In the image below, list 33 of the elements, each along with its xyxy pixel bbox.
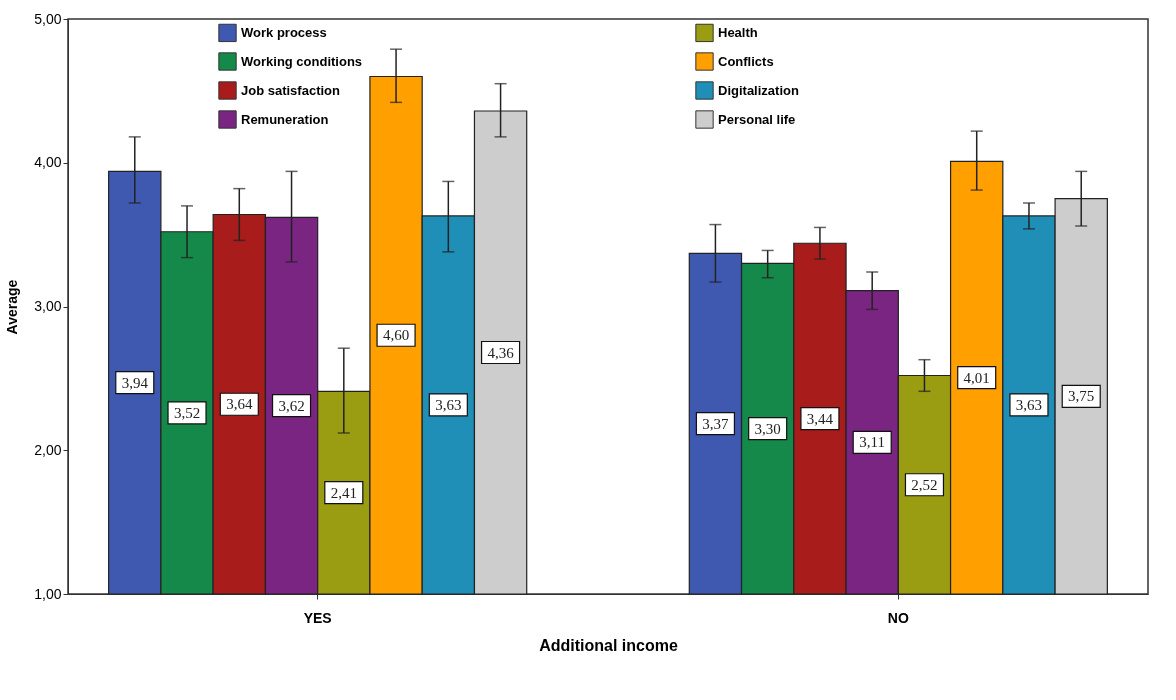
data-label: 3,52: [173, 404, 201, 421]
legend-label: Personal life: [718, 111, 796, 127]
legend-label: Digitalization: [718, 82, 799, 98]
y-tick-label: 5,00: [34, 10, 62, 27]
x-tick-label: YES: [303, 609, 332, 626]
data-label: 3,37: [702, 415, 730, 432]
data-label: 4,60: [382, 327, 410, 344]
data-label: 3,63: [435, 396, 462, 413]
y-axis-title: Average: [4, 279, 21, 335]
legend-label: Job satisfaction: [241, 82, 341, 98]
legend-label: Working conditions: [241, 53, 363, 69]
y-tick-label: 2,00: [34, 441, 62, 458]
data-label: 3,62: [278, 397, 305, 414]
data-label: 3,64: [226, 396, 253, 413]
data-label: 4,36: [487, 344, 515, 361]
y-tick-label: 1,00: [34, 585, 62, 602]
data-label: 3,11: [859, 434, 886, 451]
data-label: 3,94: [121, 374, 149, 391]
legend-label: Health: [718, 24, 758, 40]
legend-label: Conflicts: [718, 53, 774, 69]
data-label: 4,01: [963, 369, 990, 386]
data-label: 2,41: [330, 484, 357, 501]
data-label: 3,63: [1015, 396, 1043, 413]
y-tick-label: 4,00: [34, 154, 62, 171]
x-axis-title: Additional income: [539, 636, 678, 654]
data-label: 3,75: [1068, 388, 1095, 405]
data-label: 3,30: [754, 420, 781, 437]
data-label: 2,52: [911, 476, 938, 493]
data-label: 3,44: [806, 410, 834, 427]
legend-label: Remuneration: [241, 111, 329, 127]
legend-label: Work process: [241, 24, 327, 40]
y-tick-label: 3,00: [34, 298, 62, 314]
x-tick-label: NO: [887, 609, 909, 626]
